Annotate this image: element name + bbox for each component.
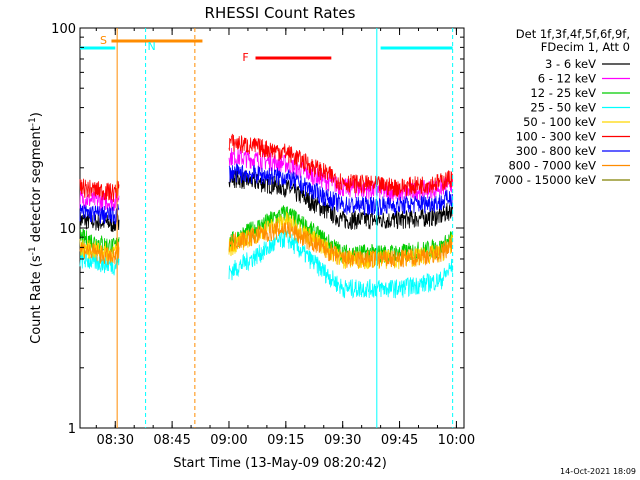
series-line-5-1: [228, 133, 453, 197]
x-tick-label: 10:00: [438, 433, 475, 448]
legend-entry-label: 12 - 25 keV: [530, 86, 596, 100]
x-tick-label: 09:15: [267, 433, 304, 448]
series-line-5-0: [79, 178, 120, 203]
legend-header: FDecim 1, Att 0: [541, 40, 630, 54]
y-axis-label: Count Rate (s-1 detector segment-1): [28, 112, 44, 344]
series-line-6-0: [79, 204, 120, 225]
series-line-4-1: [228, 211, 453, 270]
legend-header: Det 1f,3f,4f,5f,6f,9f,: [516, 27, 630, 41]
x-tick-label: 09:45: [381, 433, 418, 448]
series-line-3-1: [228, 229, 453, 299]
legend: Det 1f,3f,4f,5f,6f,9f,FDecim 1, Att 0 3 -…: [494, 27, 630, 187]
chart-title: RHESSI Count Rates: [205, 4, 356, 22]
x-axis-label: Start Time (13-May-09 08:20:42): [173, 456, 387, 471]
legend-entry-label: 300 - 800 keV: [516, 144, 596, 158]
y-tick-label: 100: [51, 22, 76, 37]
y-tick-label: 1: [68, 422, 76, 437]
series-line-7-1: [228, 221, 453, 268]
legend-entry-label: 6 - 12 keV: [538, 72, 596, 86]
timestamp: 14-Oct-2021 18:09: [560, 467, 636, 476]
x-tick-label: 08:30: [97, 433, 134, 448]
flag-label-N: N: [147, 40, 155, 53]
series-line-7-0: [79, 241, 120, 266]
legend-entry-label: 50 - 100 keV: [523, 115, 596, 129]
x-tick-label: 09:00: [210, 433, 247, 448]
legend-entry-label: 7000 - 15000 keV: [494, 173, 596, 187]
axes: 08:30 08:45 09:00 09:15 09:30 09:45 10:00 1 10 10…: [51, 22, 475, 448]
series-line-6-1: [228, 163, 453, 216]
series-line-0-0: [79, 212, 120, 233]
event-markers: S N F: [80, 28, 454, 428]
x-tick-label: 09:30: [324, 433, 361, 448]
series-line-1-0: [79, 191, 120, 212]
flag-label-F: F: [242, 51, 248, 64]
legend-entry-label: 100 - 300 keV: [516, 130, 596, 144]
y-tick-label: 10: [59, 222, 76, 237]
flag-label-S: S: [100, 34, 107, 47]
legend-entry-label: 25 - 50 keV: [530, 101, 596, 115]
legend-entry-label: 3 - 6 keV: [545, 57, 596, 71]
x-tick-label: 08:45: [153, 433, 190, 448]
plot-area: [79, 133, 453, 299]
legend-entry-label: 800 - 7000 keV: [508, 159, 596, 173]
